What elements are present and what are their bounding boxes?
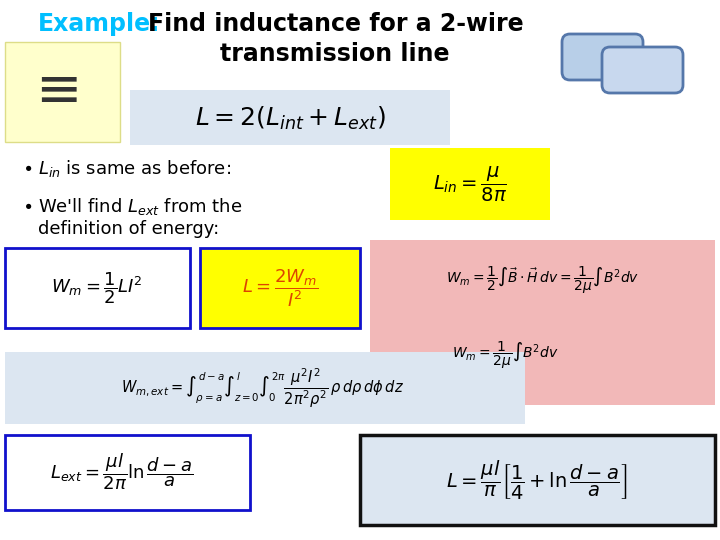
FancyBboxPatch shape	[370, 240, 715, 405]
Text: $W_m = \dfrac{1}{2}\int \vec{B}\cdot\vec{H}\,dv = \dfrac{1}{2\mu}\int B^2 dv$: $W_m = \dfrac{1}{2}\int \vec{B}\cdot\vec…	[446, 265, 639, 296]
Text: $L_{ext} = \dfrac{\mu l}{2\pi}\ln\dfrac{d-a}{a}$: $L_{ext} = \dfrac{\mu l}{2\pi}\ln\dfrac{…	[50, 451, 194, 492]
Text: $\bullet$: $\bullet$	[22, 196, 32, 214]
Text: $L = \dfrac{2W_m}{I^2}$: $L = \dfrac{2W_m}{I^2}$	[242, 267, 318, 309]
Text: $W_m = \dfrac{1}{2\mu}\int B^2 dv$: $W_m = \dfrac{1}{2\mu}\int B^2 dv$	[451, 340, 558, 372]
Text: $W_{m,ext} = \int_{\rho=a}^{d-a}\int_{z=0}^{l}\int_{0}^{2\pi}\dfrac{\mu^2 I^2}{2: $W_{m,ext} = \int_{\rho=a}^{d-a}\int_{z=…	[120, 366, 403, 410]
FancyBboxPatch shape	[5, 248, 190, 328]
Text: Find inductance for a 2-wire: Find inductance for a 2-wire	[148, 12, 523, 36]
FancyBboxPatch shape	[390, 148, 550, 220]
FancyBboxPatch shape	[130, 90, 450, 145]
Text: $L_{\mathit{in}} = \dfrac{\mu}{8\pi}$: $L_{\mathit{in}} = \dfrac{\mu}{8\pi}$	[433, 165, 507, 204]
Text: $L = 2(L_{\mathit{int}} + L_{\mathit{ext}})$: $L = 2(L_{\mathit{int}} + L_{\mathit{ext…	[194, 104, 385, 132]
Text: $W_m = \dfrac{1}{2}LI^2$: $W_m = \dfrac{1}{2}LI^2$	[51, 270, 143, 306]
FancyBboxPatch shape	[602, 47, 683, 93]
Text: $L_{\mathit{in}}$ is same as before:: $L_{\mathit{in}}$ is same as before:	[38, 158, 231, 179]
Text: We'll find $L_{\mathit{ext}}$ from the: We'll find $L_{\mathit{ext}}$ from the	[38, 196, 243, 217]
FancyBboxPatch shape	[562, 34, 643, 80]
Text: Example:: Example:	[38, 12, 161, 36]
Text: ≡: ≡	[35, 65, 81, 119]
FancyBboxPatch shape	[200, 248, 360, 328]
FancyBboxPatch shape	[5, 42, 120, 142]
Text: $L = \dfrac{\mu l}{\pi}\left[\dfrac{1}{4} + \ln\dfrac{d-a}{a}\right]$: $L = \dfrac{\mu l}{\pi}\left[\dfrac{1}{4…	[446, 458, 628, 502]
FancyBboxPatch shape	[360, 435, 715, 525]
Text: definition of energy:: definition of energy:	[38, 220, 220, 238]
FancyBboxPatch shape	[5, 435, 250, 510]
Text: $\bullet$: $\bullet$	[22, 158, 32, 176]
Text: transmission line: transmission line	[220, 42, 449, 66]
FancyBboxPatch shape	[5, 352, 525, 424]
